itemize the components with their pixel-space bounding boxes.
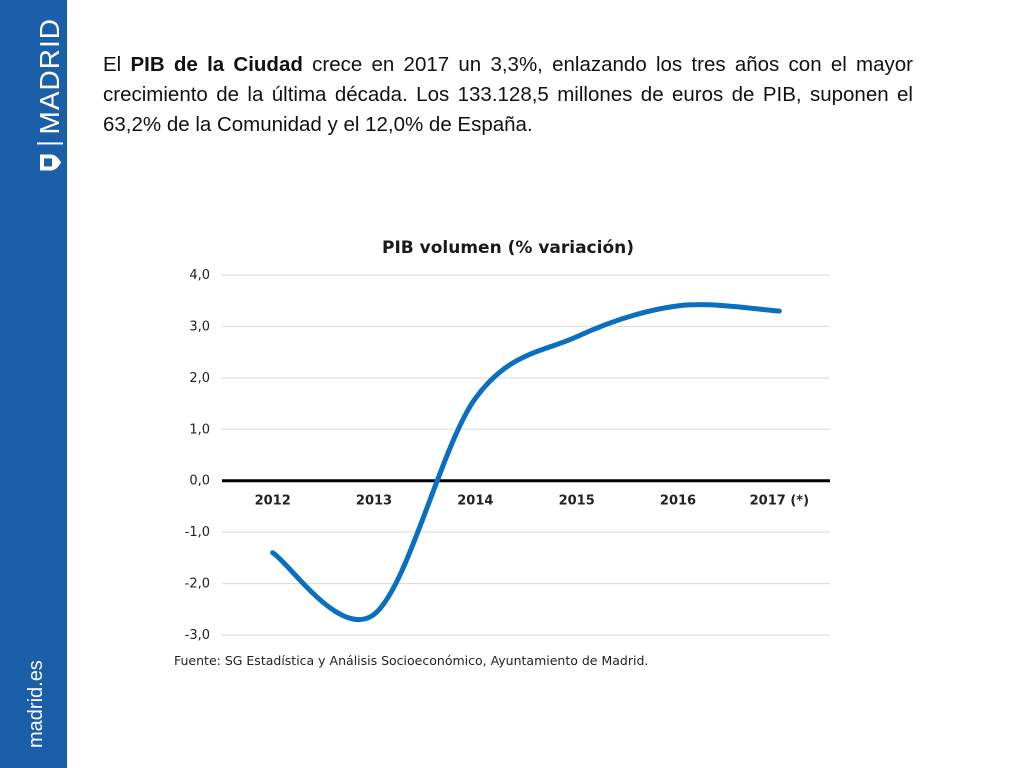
x-tick-label: 2015 [559,494,595,509]
intro-text-rest: crece en 2017 un 3,3%, enlazando los tre… [103,53,914,136]
brand-logo[interactable]: MADRID [34,18,66,172]
series-line-pib [270,302,782,623]
x-tick-label: 2012 [255,494,291,509]
site-url[interactable]: madrid.es [25,660,47,748]
y-tick-label: -2,0 [185,577,210,592]
y-tick-label: 2,0 [189,371,210,386]
brand-name: MADRID [34,18,65,135]
y-tick-label: -1,0 [185,525,210,540]
x-tick-label: 2014 [457,494,493,509]
grid-layer [222,274,830,636]
brand-separator [37,142,63,145]
x-tick-label: 2016 [660,494,696,509]
chart-title: PIB volumen (% variación) [382,238,634,258]
series-layer [270,302,782,623]
y-tick-label: -3,0 [185,628,210,643]
y-tick-label: 3,0 [189,319,210,334]
y-tick-label: 1,0 [189,422,210,437]
y-tick-label: 4,0 [189,268,210,283]
chart-source: Fuente: SG Estadística y Análisis Socioe… [174,653,648,668]
x-tick-label: 2013 [356,494,392,509]
intro-paragraph: El PIB de la Ciudad crece en 2017 un 3,3… [103,50,913,140]
y-tick-label: 0,0 [189,474,210,489]
sidebar: MADRID madrid.es [0,0,67,768]
intro-text-start: El [103,53,131,76]
y-axis: 4,0 3,0 2,0 1,0 0,0 -1,0 -2,0 -3,0 [185,268,210,643]
x-tick-label: 2017 (*) [750,494,809,509]
madrid-shield-icon [40,154,61,171]
x-axis: 2012 2013 2014 2015 2016 2017 (*) [255,494,809,509]
intro-highlight: PIB de la Ciudad [130,53,303,76]
pib-chart: PIB volumen (% variación) 4,0 3,0 2,0 1,0 0,… [174,238,830,668]
